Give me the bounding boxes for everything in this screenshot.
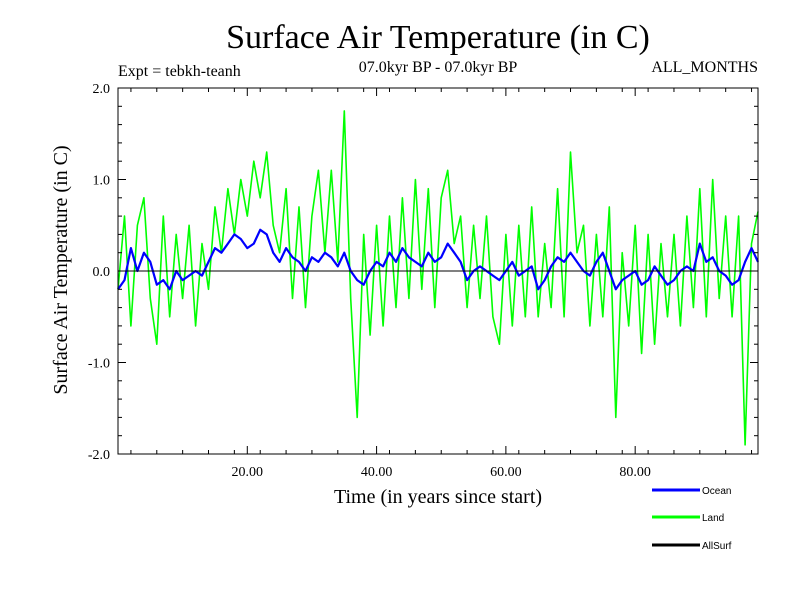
legend-label-allsurf: AllSurf — [702, 541, 732, 552]
plot-area: 20.00 40.00 60.00 80.00 -2.0 -1.0 0.0 1.0 2.0 — [88, 82, 759, 480]
y-tick-label: 1.0 — [93, 174, 111, 189]
series-ocean-line — [117, 228, 759, 291]
months-label: ALL_MONTHS — [651, 59, 758, 76]
legend: Ocean Land AllSurf — [652, 486, 732, 552]
series-layer — [117, 110, 759, 446]
legend-label-ocean: Ocean — [702, 486, 731, 497]
x-tick-label: 20.00 — [232, 465, 264, 480]
series-land-line — [117, 110, 759, 446]
x-tick-label: 60.00 — [490, 465, 522, 480]
y-axis-label: Surface Air Temperature (in C) — [50, 145, 72, 394]
y-tick-label: -2.0 — [88, 448, 110, 463]
x-tick-label: 80.00 — [619, 465, 651, 480]
experiment-label: Expt = tebkh-teanh — [118, 63, 241, 80]
y-tick-label: 2.0 — [93, 82, 111, 97]
chart-title: Surface Air Temperature (in C) — [226, 19, 650, 56]
period-label: 07.0kyr BP - 07.0kyr BP — [359, 59, 518, 76]
ticks-layer: 20.00 40.00 60.00 80.00 -2.0 -1.0 0.0 1.0 2.0 — [88, 82, 758, 480]
y-tick-label: 0.0 — [93, 265, 111, 280]
y-tick-label: -1.0 — [88, 357, 110, 372]
legend-label-land: Land — [702, 513, 724, 524]
x-axis-label: Time (in years since start) — [334, 486, 542, 508]
x-tick-label: 40.00 — [361, 465, 393, 480]
